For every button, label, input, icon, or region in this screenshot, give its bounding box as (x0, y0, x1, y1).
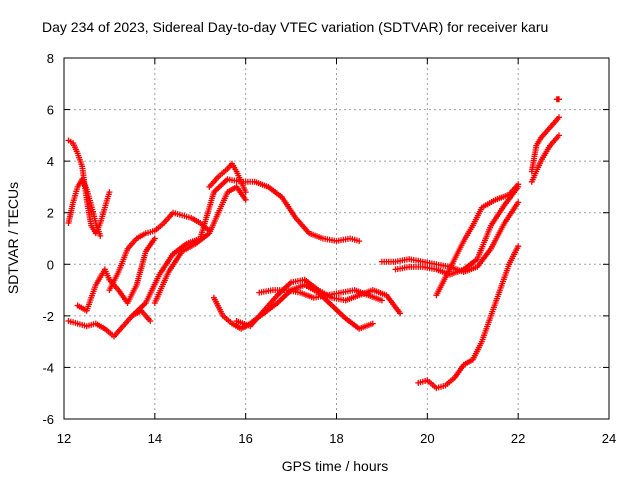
series-track-n (433, 181, 522, 299)
data-point-markers (206, 160, 249, 196)
x-tick-label: 20 (420, 431, 434, 446)
data-point-markers (553, 96, 562, 103)
series-track-o (415, 243, 522, 392)
series-track-e (106, 209, 213, 294)
x-tick-label: 14 (148, 431, 162, 446)
data-point-markers (65, 137, 113, 237)
data-points (65, 96, 562, 392)
data-point-markers (129, 176, 363, 319)
series-track-g (151, 183, 249, 306)
x-tick-label: 24 (602, 431, 616, 446)
series-track-c (65, 307, 154, 340)
data-point-markers (528, 114, 562, 175)
data-point-markers (106, 209, 213, 294)
x-axis-label: GPS time / hours (282, 458, 389, 474)
y-tick-label: 8 (47, 51, 54, 66)
data-point-markers (256, 287, 385, 304)
data-point-markers (528, 132, 562, 185)
data-point-markers (151, 183, 249, 306)
y-axis-label: SDTVAR / TECUs (5, 182, 21, 294)
series-track-h (206, 160, 249, 196)
axis-ticks (63, 57, 610, 420)
series-track-f (129, 176, 363, 319)
y-tick-label: -4 (42, 360, 54, 375)
y-tick-label: -6 (42, 412, 54, 427)
x-tick-label: 22 (511, 431, 525, 446)
grid (64, 58, 609, 419)
data-point-markers (392, 183, 522, 278)
series-track-q (528, 132, 562, 185)
series-track-b (65, 176, 104, 239)
y-tick-label: 6 (47, 103, 54, 118)
y-tick-label: -2 (42, 309, 54, 324)
series-track-k (256, 287, 385, 304)
y-tick-label: 4 (47, 154, 54, 169)
data-point-markers (65, 307, 154, 340)
series-track-p (528, 114, 562, 175)
x-tick-label: 16 (238, 431, 252, 446)
x-tick-label: 12 (57, 431, 71, 446)
series-track-j (233, 276, 404, 330)
y-tick-label: 2 (47, 206, 54, 221)
chart-title: Day 234 of 2023, Sidereal Day-to-day VTE… (42, 19, 548, 35)
y-tick-label: 0 (47, 257, 54, 272)
data-point-markers (415, 243, 522, 392)
data-point-markers (65, 176, 104, 239)
data-point-markers (233, 276, 404, 330)
series-track-a (65, 137, 113, 237)
x-tick-label: 18 (329, 431, 343, 446)
series-track-m (392, 183, 522, 278)
data-point-markers (433, 181, 522, 299)
series-track-r (553, 96, 562, 103)
